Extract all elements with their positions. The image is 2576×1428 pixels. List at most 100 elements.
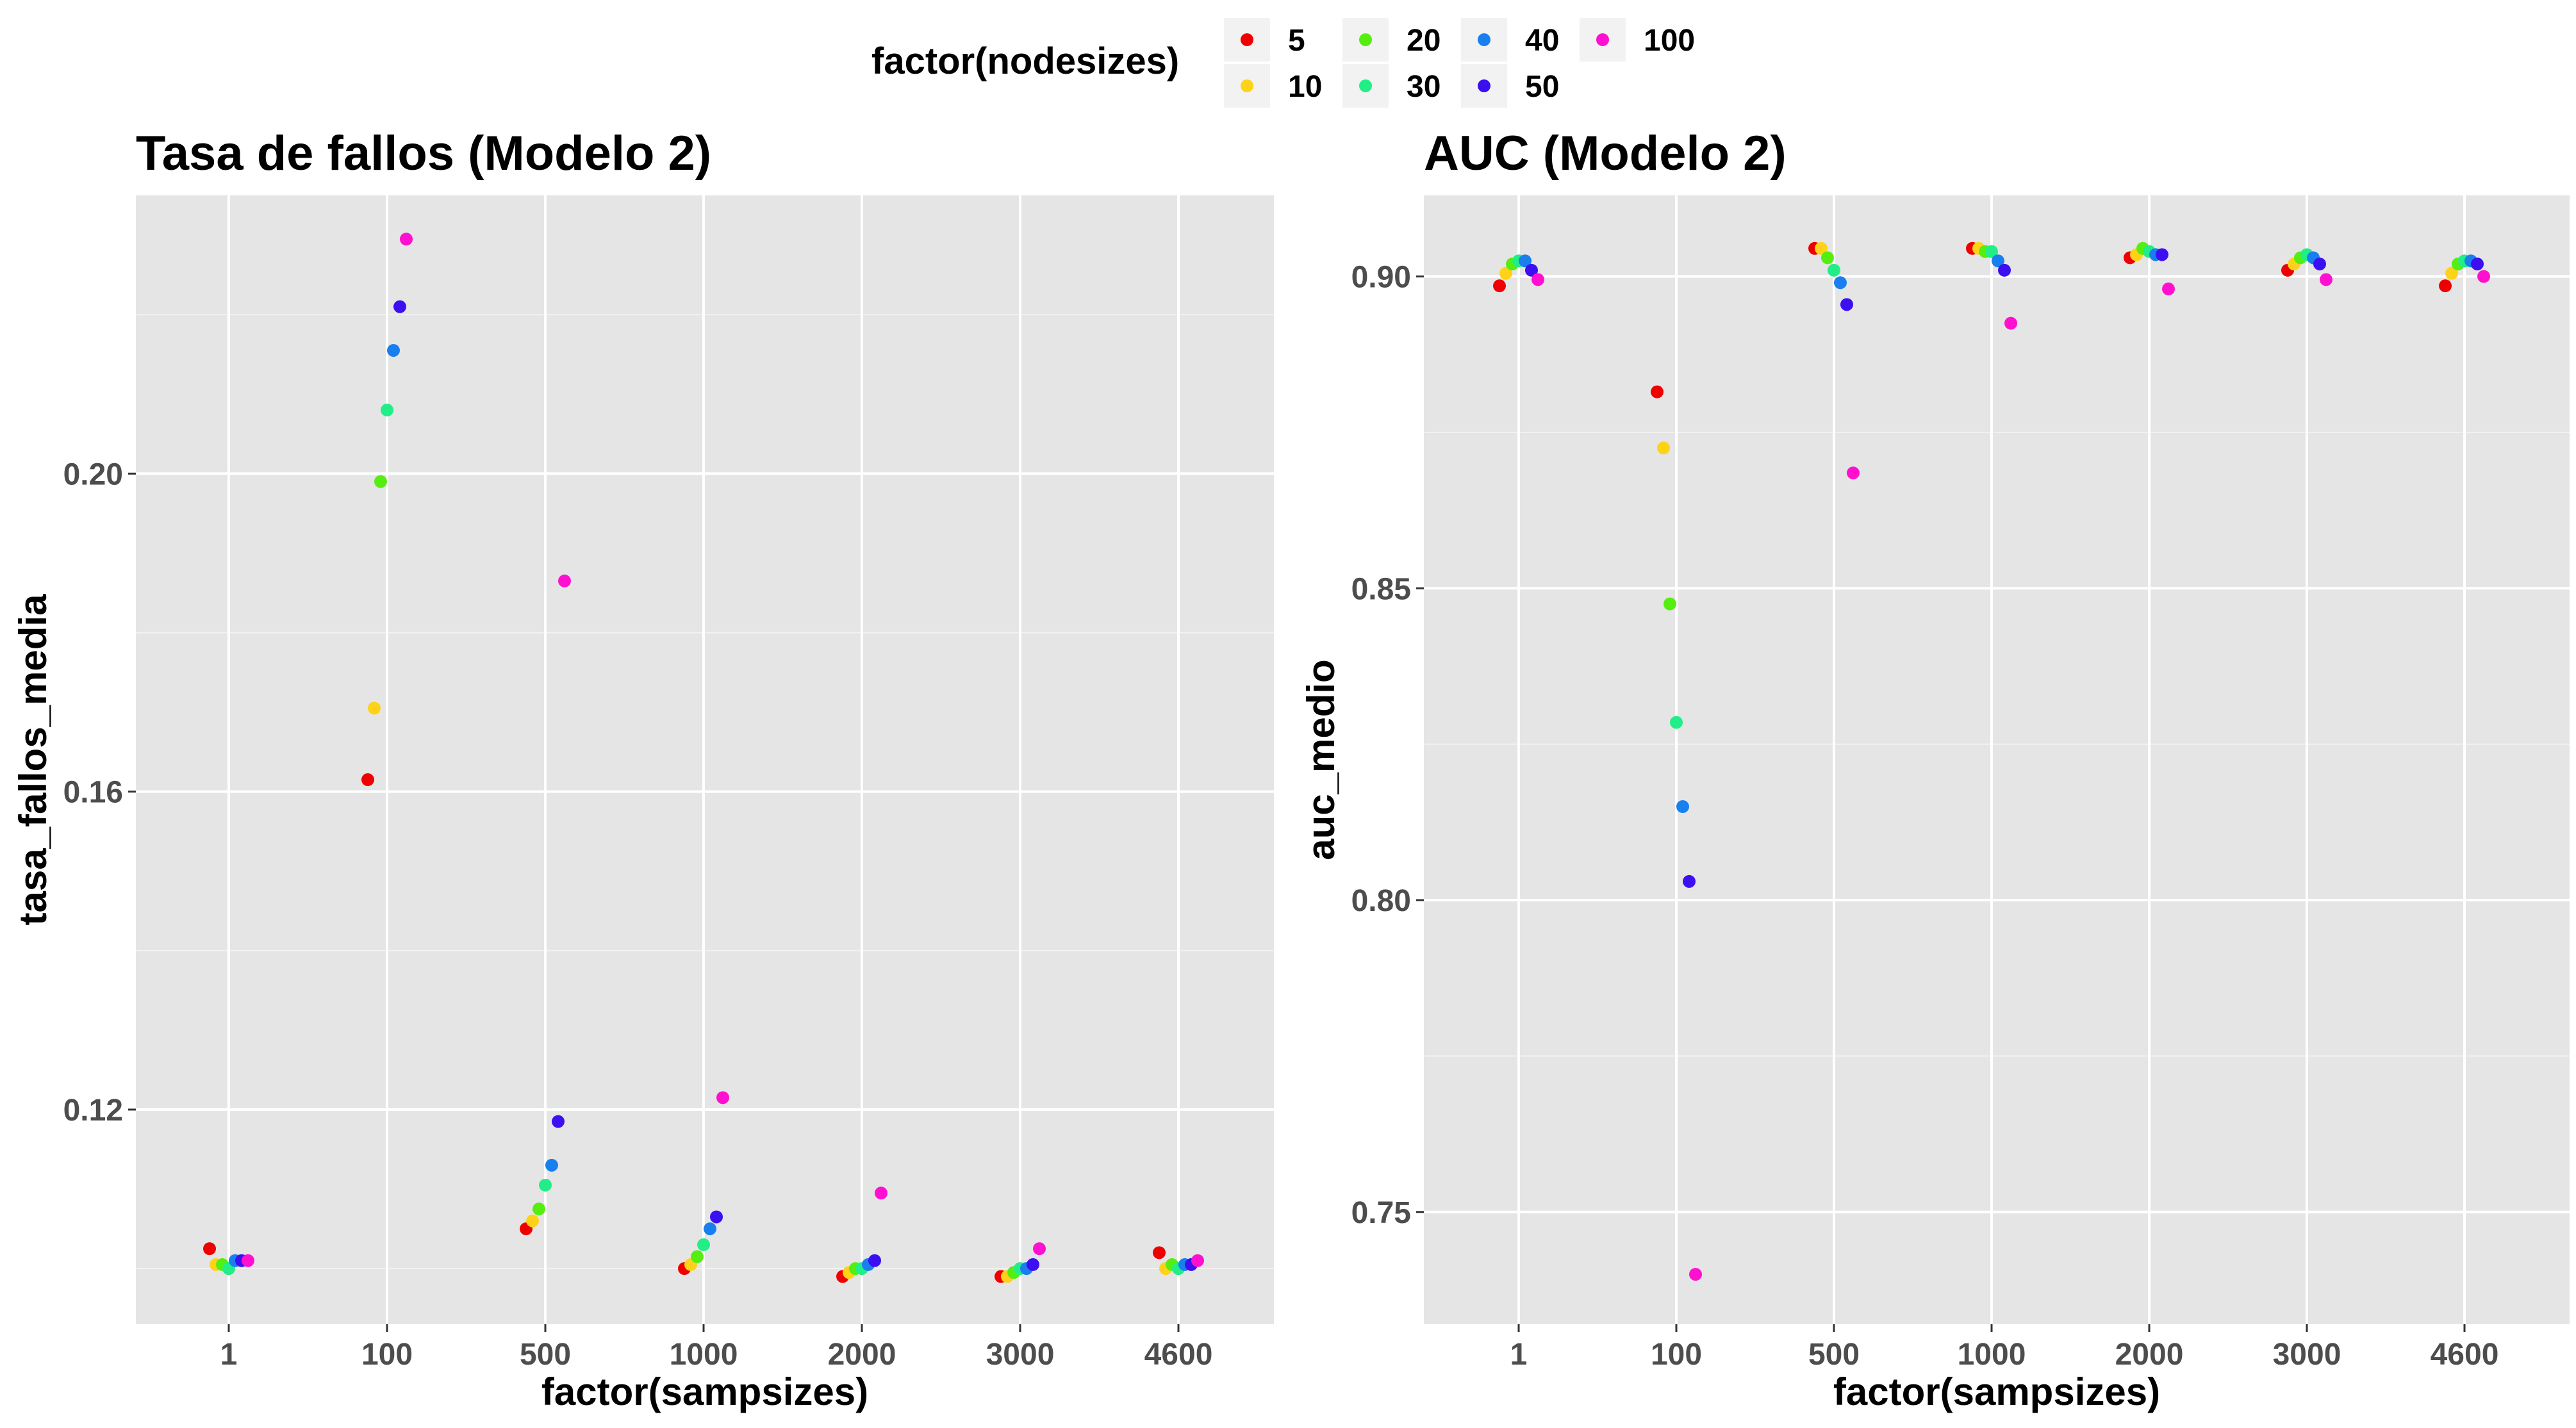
legend-label-20: 20 — [1407, 24, 1441, 58]
x-tick-label: 4600 — [1144, 1338, 1213, 1372]
x-tick-label: 3000 — [2273, 1338, 2341, 1372]
y-ticks-right: 0.75 0.80 0.85 0.90 — [1351, 261, 1424, 1230]
data-point-nodesize-100 — [716, 1091, 729, 1104]
data-point-nodesize-100 — [1847, 466, 1860, 480]
plot-background-right — [1424, 195, 2570, 1324]
data-point-nodesize-50 — [1683, 874, 1696, 888]
data-point-nodesize-100 — [1532, 273, 1544, 286]
x-tick-label: 1 — [1510, 1338, 1528, 1372]
y-tick-label: 0.90 — [1351, 261, 1411, 295]
data-point-nodesize-30 — [697, 1238, 710, 1251]
legend-label-50: 50 — [1525, 70, 1559, 104]
y-ticks-left: 0.12 0.16 0.20 — [63, 457, 136, 1128]
data-point-nodesize-20 — [374, 475, 387, 488]
data-point-nodesize-100 — [2162, 283, 2175, 296]
data-point-nodesize-50 — [1998, 263, 2011, 277]
legend-swatch-5 — [1241, 33, 1253, 46]
x-ticks-right: 1 100 500 1000 2000 3000 4600 — [1510, 1324, 2498, 1372]
y-tick-label: 0.20 — [63, 457, 123, 491]
x-tick-label: 2000 — [828, 1338, 896, 1372]
data-point-nodesize-100 — [400, 233, 413, 246]
legend-swatch-10 — [1241, 79, 1253, 92]
data-point-nodesize-30 — [381, 404, 393, 417]
data-point-nodesize-10 — [1657, 441, 1670, 455]
x-axis-label-right: factor(sampsizes) — [1833, 1370, 2160, 1413]
data-point-nodesize-50 — [710, 1210, 723, 1224]
x-tick-label: 500 — [1808, 1338, 1860, 1372]
data-point-nodesize-5 — [1651, 385, 1664, 398]
data-point-nodesize-50 — [868, 1254, 881, 1267]
legend-label-5: 5 — [1288, 24, 1305, 58]
data-point-nodesize-100 — [1033, 1242, 1046, 1256]
x-tick-label: 100 — [1651, 1338, 1702, 1372]
grid-left — [136, 195, 1274, 1324]
data-point-nodesize-5 — [1153, 1246, 1166, 1260]
data-point-nodesize-20 — [1664, 597, 1676, 611]
data-point-nodesize-10 — [526, 1214, 539, 1227]
data-point-nodesize-10 — [1499, 267, 1512, 280]
points-left — [203, 233, 1204, 1283]
data-point-nodesize-5 — [203, 1242, 216, 1256]
data-point-nodesize-50 — [552, 1115, 565, 1128]
x-tick-label: 100 — [361, 1338, 413, 1372]
data-point-nodesize-50 — [393, 300, 406, 313]
data-point-nodesize-50 — [2313, 258, 2326, 271]
y-tick-label: 0.75 — [1351, 1196, 1411, 1230]
x-tick-label: 1000 — [1958, 1338, 2026, 1372]
data-point-nodesize-50 — [1525, 263, 1538, 277]
chart-title-left: Tasa de fallos (Modelo 2) — [136, 126, 711, 181]
data-point-nodesize-100 — [875, 1186, 888, 1200]
data-point-nodesize-50 — [2156, 248, 2168, 261]
y-axis-label-left: tasa_fallos_media — [12, 594, 54, 926]
panel-auc: AUC (Modelo 2) 0.75 0.80 0.85 0.90 1 100 500 1… — [1300, 126, 2570, 1413]
legend-label-100: 100 — [1644, 24, 1695, 58]
data-point-nodesize-20 — [533, 1202, 545, 1216]
y-axis-label-right: auc_medio — [1300, 659, 1342, 860]
data-point-nodesize-5 — [2439, 279, 2452, 293]
data-point-nodesize-50 — [1027, 1258, 1039, 1271]
data-point-nodesize-100 — [2477, 270, 2490, 283]
data-point-nodesize-40 — [387, 343, 400, 357]
legend-swatch-30 — [1359, 79, 1372, 92]
legend-label-40: 40 — [1525, 24, 1559, 58]
legend-swatch-40 — [1478, 33, 1490, 46]
points-right — [1493, 242, 2490, 1281]
x-tick-label: 1000 — [670, 1338, 738, 1372]
data-point-nodesize-20 — [1821, 251, 1834, 265]
legend-swatch-100 — [1596, 33, 1609, 46]
data-point-nodesize-100 — [1689, 1268, 1702, 1281]
x-ticks-left: 1 100 500 1000 2000 3000 4600 — [220, 1324, 1213, 1372]
legend-label-30: 30 — [1407, 70, 1441, 104]
data-point-nodesize-100 — [2004, 316, 2017, 330]
data-point-nodesize-30 — [539, 1178, 552, 1192]
data-point-nodesize-20 — [691, 1250, 704, 1263]
data-point-nodesize-100 — [2320, 273, 2332, 286]
chart-title-right: AUC (Modelo 2) — [1424, 126, 1787, 181]
legend: factor(nodesizes) 5 10 20 30 40 50 100 — [871, 18, 1695, 108]
x-tick-label: 500 — [520, 1338, 571, 1372]
legend-swatch-50 — [1478, 79, 1490, 92]
x-tick-label: 3000 — [986, 1338, 1055, 1372]
y-tick-label: 0.85 — [1351, 572, 1411, 606]
x-tick-label: 2000 — [2115, 1338, 2184, 1372]
data-point-nodesize-40 — [545, 1158, 558, 1172]
x-tick-label: 1 — [220, 1338, 238, 1372]
data-point-nodesize-10 — [2445, 267, 2458, 280]
grid-right — [1424, 195, 2570, 1324]
panel-tasa-de-fallos: Tasa de fallos (Modelo 2) 0.12 0.16 0.20 1… — [12, 126, 1274, 1413]
data-point-nodesize-50 — [2471, 258, 2484, 271]
data-point-nodesize-100 — [558, 574, 571, 587]
y-tick-label: 0.12 — [63, 1094, 123, 1128]
data-point-nodesize-10 — [1815, 242, 1828, 255]
data-point-nodesize-40 — [704, 1222, 716, 1236]
data-point-nodesize-40 — [1834, 276, 1847, 290]
data-point-nodesize-30 — [1828, 263, 1840, 277]
data-point-nodesize-40 — [1992, 254, 2004, 268]
y-tick-label: 0.80 — [1351, 884, 1411, 918]
data-point-nodesize-100 — [1191, 1254, 1204, 1267]
legend-title: factor(nodesizes) — [871, 40, 1179, 82]
data-point-nodesize-30 — [1985, 245, 1998, 258]
x-axis-label-left: factor(sampsizes) — [541, 1370, 868, 1413]
data-point-nodesize-40 — [1519, 254, 1532, 268]
